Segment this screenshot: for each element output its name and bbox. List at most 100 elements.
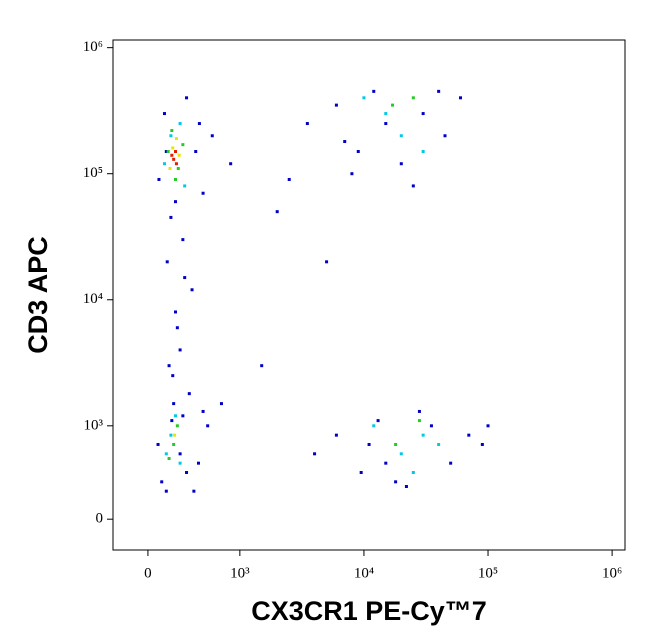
point bbox=[334, 103, 338, 107]
point bbox=[367, 442, 371, 446]
point bbox=[429, 424, 433, 428]
y-tick-label: 0 bbox=[96, 511, 104, 527]
point bbox=[394, 442, 398, 446]
point bbox=[384, 122, 388, 126]
point bbox=[350, 172, 354, 176]
point bbox=[166, 150, 170, 154]
point bbox=[168, 166, 172, 170]
point bbox=[194, 150, 198, 154]
point bbox=[156, 442, 160, 446]
point bbox=[167, 456, 171, 460]
point bbox=[190, 288, 194, 292]
plot-frame bbox=[112, 39, 626, 551]
point bbox=[417, 419, 421, 423]
point bbox=[437, 89, 441, 93]
point bbox=[394, 480, 398, 484]
point bbox=[197, 122, 201, 126]
point bbox=[404, 485, 408, 489]
point bbox=[325, 260, 329, 264]
point bbox=[177, 153, 181, 157]
x-tick-label: 10⁵ bbox=[478, 565, 498, 581]
point bbox=[183, 184, 187, 188]
point bbox=[480, 442, 484, 446]
point bbox=[219, 402, 223, 406]
point bbox=[372, 424, 376, 428]
point bbox=[174, 310, 178, 314]
y-tick-label: 10³ bbox=[84, 417, 104, 433]
point bbox=[170, 153, 174, 157]
point bbox=[359, 471, 363, 475]
point bbox=[187, 392, 191, 396]
point bbox=[172, 157, 176, 161]
point bbox=[164, 150, 168, 154]
point bbox=[467, 433, 471, 437]
point bbox=[275, 210, 279, 214]
x-tick-label: 10⁴ bbox=[354, 565, 374, 581]
point bbox=[372, 89, 376, 93]
point bbox=[175, 326, 179, 330]
point bbox=[196, 461, 200, 465]
point bbox=[185, 471, 189, 475]
point bbox=[171, 374, 175, 378]
point bbox=[174, 414, 178, 418]
y-tick-label: 10⁶ bbox=[83, 39, 103, 55]
point bbox=[172, 402, 176, 406]
point bbox=[421, 433, 425, 437]
x-tick-label: 0 bbox=[144, 565, 152, 581]
point bbox=[362, 96, 366, 100]
point bbox=[169, 215, 173, 219]
y-tick-label: 10⁴ bbox=[83, 291, 103, 307]
point bbox=[165, 260, 169, 264]
point bbox=[458, 96, 462, 100]
point bbox=[162, 162, 166, 166]
point bbox=[486, 424, 490, 428]
point bbox=[172, 442, 176, 446]
point bbox=[201, 191, 205, 195]
point bbox=[185, 96, 189, 100]
y-tick-label: 10⁵ bbox=[83, 165, 103, 181]
point bbox=[174, 137, 178, 141]
point bbox=[164, 489, 168, 493]
point bbox=[229, 162, 233, 166]
point bbox=[162, 112, 166, 116]
point bbox=[174, 200, 178, 204]
point bbox=[421, 112, 425, 116]
point bbox=[178, 348, 182, 352]
point bbox=[178, 122, 182, 126]
point bbox=[201, 409, 205, 413]
point bbox=[169, 134, 173, 138]
point bbox=[171, 146, 175, 150]
point bbox=[260, 364, 264, 368]
point bbox=[173, 433, 177, 437]
point bbox=[411, 471, 415, 475]
point bbox=[175, 424, 179, 428]
point bbox=[183, 276, 187, 280]
point bbox=[174, 177, 178, 181]
point bbox=[176, 166, 180, 170]
point bbox=[417, 409, 421, 413]
point bbox=[181, 238, 185, 242]
point bbox=[167, 364, 171, 368]
point bbox=[313, 452, 317, 456]
point bbox=[391, 103, 395, 107]
point bbox=[334, 433, 338, 437]
point bbox=[411, 184, 415, 188]
point bbox=[443, 134, 447, 138]
point bbox=[164, 452, 168, 456]
point bbox=[160, 480, 164, 484]
point bbox=[437, 442, 441, 446]
point bbox=[210, 134, 214, 138]
point bbox=[170, 129, 174, 133]
point bbox=[343, 140, 347, 144]
point bbox=[178, 461, 182, 465]
point bbox=[399, 452, 403, 456]
point bbox=[178, 452, 182, 456]
point bbox=[421, 150, 425, 154]
point bbox=[157, 177, 161, 181]
point bbox=[449, 461, 453, 465]
point bbox=[384, 461, 388, 465]
point bbox=[356, 150, 360, 154]
point bbox=[206, 424, 210, 428]
point bbox=[174, 162, 178, 166]
